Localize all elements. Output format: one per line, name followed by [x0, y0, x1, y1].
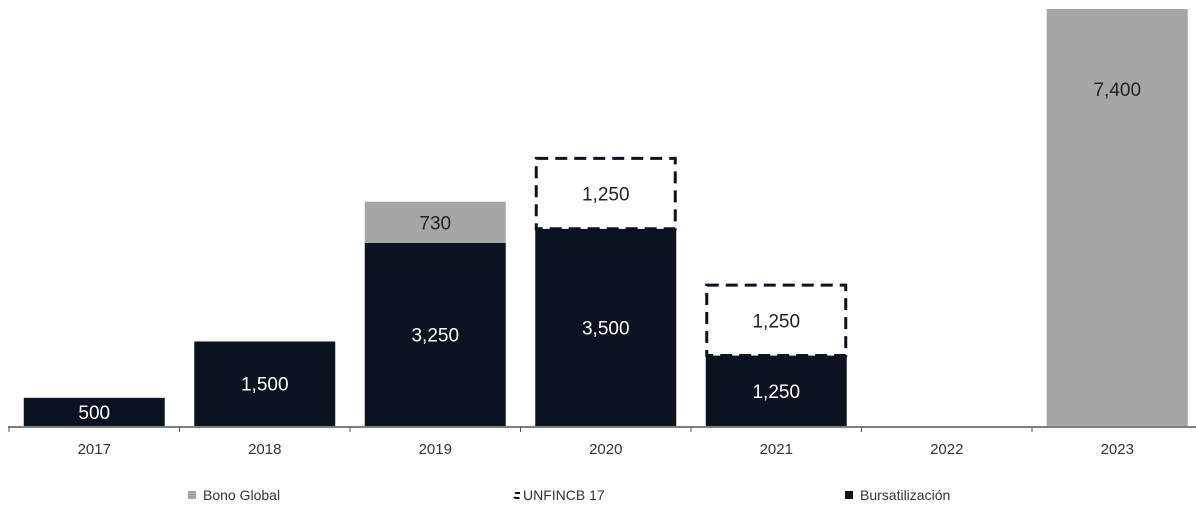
data-label: 1,250 — [752, 382, 800, 403]
x-tick-label: 2019 — [419, 441, 452, 458]
data-label: 730 — [419, 213, 451, 234]
legend-item-bursatilizacion: Bursatilización — [845, 487, 950, 503]
x-tick-label: 2018 — [248, 441, 281, 458]
legend: Bono Global UNFINCB 17 Bursatilización — [0, 487, 1196, 507]
bar-bursatilizaci-n-2018 — [194, 341, 336, 426]
legend-label: Bursatilización — [860, 487, 951, 503]
data-label: 1,250 — [752, 311, 800, 332]
legend-swatch-dashed — [513, 491, 520, 499]
x-tick-label: 2017 — [78, 441, 111, 458]
data-label: 3,250 — [411, 325, 459, 346]
legend-swatch-dark — [845, 491, 853, 499]
x-tick-label: 2021 — [760, 441, 793, 458]
data-label: 7,400 — [1093, 80, 1141, 101]
legend-swatch-gray — [188, 491, 196, 499]
data-label: 500 — [78, 403, 110, 424]
legend-item-unfincb: UNFINCB 17 — [513, 487, 605, 503]
legend-label: Bono Global — [203, 487, 281, 503]
bar-bono-global-2019 — [364, 201, 506, 243]
x-tick-label: 2020 — [589, 441, 622, 458]
bar-bursatilizaci-n-2021 — [705, 355, 847, 426]
data-label: 1,250 — [582, 185, 630, 206]
x-tick-label: 2022 — [930, 441, 963, 458]
bar-bursatilizaci-n-2019 — [364, 242, 506, 426]
x-tick-label: 2023 — [1101, 441, 1134, 458]
data-label: 3,500 — [582, 318, 630, 339]
bar-unfincb-17-2020 — [534, 156, 677, 231]
data-label: 1,500 — [241, 375, 289, 396]
bar-bursatilizaci-n-2017 — [23, 397, 165, 426]
bar-bono-global-2023 — [1046, 9, 1188, 426]
bar-unfincb-17-2021 — [705, 283, 848, 358]
legend-item-bono-global: Bono Global — [188, 487, 280, 503]
legend-label: UNFINCB 17 — [523, 487, 605, 503]
bar-bursatilizaci-n-2020 — [535, 228, 677, 426]
